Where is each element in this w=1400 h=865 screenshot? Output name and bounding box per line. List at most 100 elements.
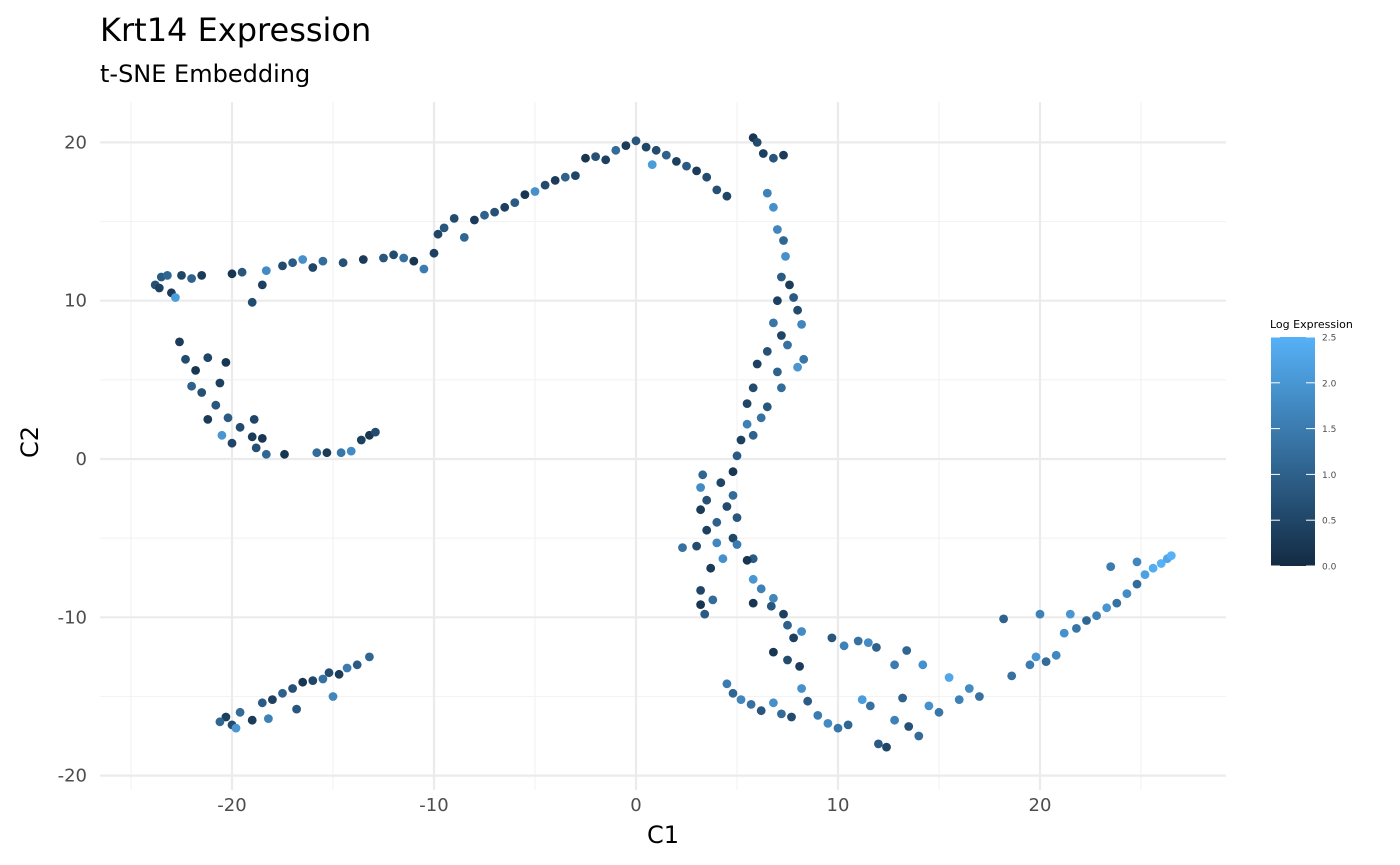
data-point (779, 236, 788, 245)
data-point (268, 695, 277, 704)
data-point (591, 152, 600, 162)
data-point (785, 280, 794, 290)
data-points (150, 133, 1176, 752)
data-point (762, 402, 772, 412)
data-point (490, 207, 499, 217)
data-point (280, 449, 289, 459)
data-point (429, 248, 439, 258)
data-point (777, 383, 786, 393)
data-point (758, 149, 768, 158)
data-point (187, 381, 197, 391)
data-point (227, 269, 237, 279)
data-point (257, 434, 267, 443)
data-point (769, 318, 778, 328)
data-point (261, 266, 271, 275)
data-point (732, 451, 742, 461)
data-point (647, 160, 657, 170)
data-point (1059, 628, 1069, 638)
data-point (346, 446, 356, 456)
legend-tick-label: 1.0 (1322, 471, 1337, 481)
data-point (1031, 652, 1041, 662)
data-point (748, 574, 758, 584)
data-point (781, 252, 790, 261)
data-point (292, 704, 301, 714)
data-point (322, 448, 332, 458)
data-point (863, 638, 873, 647)
data-point (571, 171, 580, 181)
y-tick-label: 20 (64, 132, 87, 153)
data-point (288, 684, 297, 693)
data-point (748, 383, 758, 393)
data-point (1132, 557, 1142, 567)
data-point (171, 293, 180, 302)
data-point (728, 688, 738, 698)
y-tick-label: 0 (76, 449, 87, 470)
data-point (865, 701, 875, 711)
data-point (722, 502, 732, 511)
grid-lines (100, 102, 1226, 790)
legend-tick-label: 2.0 (1322, 379, 1337, 389)
data-point (217, 430, 227, 440)
chart-title: Krt14 Expression (100, 11, 371, 49)
data-point (853, 636, 863, 646)
data-point (779, 150, 788, 160)
legend-tick-label: 1.5 (1322, 425, 1336, 435)
data-point (696, 505, 705, 515)
data-point (773, 367, 782, 377)
data-point (187, 274, 197, 283)
data-point (752, 359, 762, 369)
data-point (500, 202, 510, 212)
data-point (1035, 609, 1045, 619)
data-point (389, 250, 398, 260)
data-point (762, 188, 772, 198)
data-point (766, 601, 776, 611)
data-point (257, 698, 267, 708)
data-point (777, 709, 786, 719)
x-tick-label: 0 (630, 795, 641, 816)
data-point (530, 187, 540, 196)
data-point (197, 388, 207, 397)
data-point (1166, 551, 1176, 560)
data-point (154, 283, 164, 293)
legend-tick-label: 0.0 (1322, 563, 1337, 573)
data-point (560, 172, 570, 182)
data-point (692, 541, 701, 551)
data-point (1156, 559, 1166, 568)
data-point (399, 253, 409, 263)
data-point (728, 491, 738, 500)
data-point (247, 715, 257, 725)
data-point (342, 663, 352, 673)
data-point (308, 263, 318, 272)
data-point (793, 305, 802, 315)
data-point (1112, 598, 1122, 608)
data-point (581, 153, 590, 163)
data-point (918, 660, 928, 670)
data-point (712, 538, 722, 548)
data-point (954, 695, 964, 704)
data-point (732, 540, 742, 549)
x-tick-label: -20 (217, 795, 246, 816)
data-point (777, 331, 786, 340)
data-point (975, 692, 984, 701)
data-point (752, 138, 762, 147)
data-point (358, 255, 368, 264)
data-point (336, 448, 346, 458)
data-point (728, 533, 738, 543)
legend-ticks: 0.0 0.5 1.0 1.5 2.0 2.5 (1271, 334, 1337, 573)
data-point (298, 255, 308, 264)
data-point (756, 706, 766, 716)
data-point (843, 720, 853, 730)
data-point (334, 669, 344, 679)
data-point (890, 715, 899, 725)
data-point (827, 633, 837, 643)
data-point (651, 145, 661, 155)
data-point (191, 366, 201, 375)
data-point (672, 157, 681, 166)
data-point (702, 172, 712, 182)
data-point (732, 513, 742, 522)
data-point (601, 155, 611, 165)
data-point (718, 554, 728, 564)
data-point (641, 142, 651, 152)
data-point (799, 354, 809, 364)
data-point (756, 584, 766, 594)
